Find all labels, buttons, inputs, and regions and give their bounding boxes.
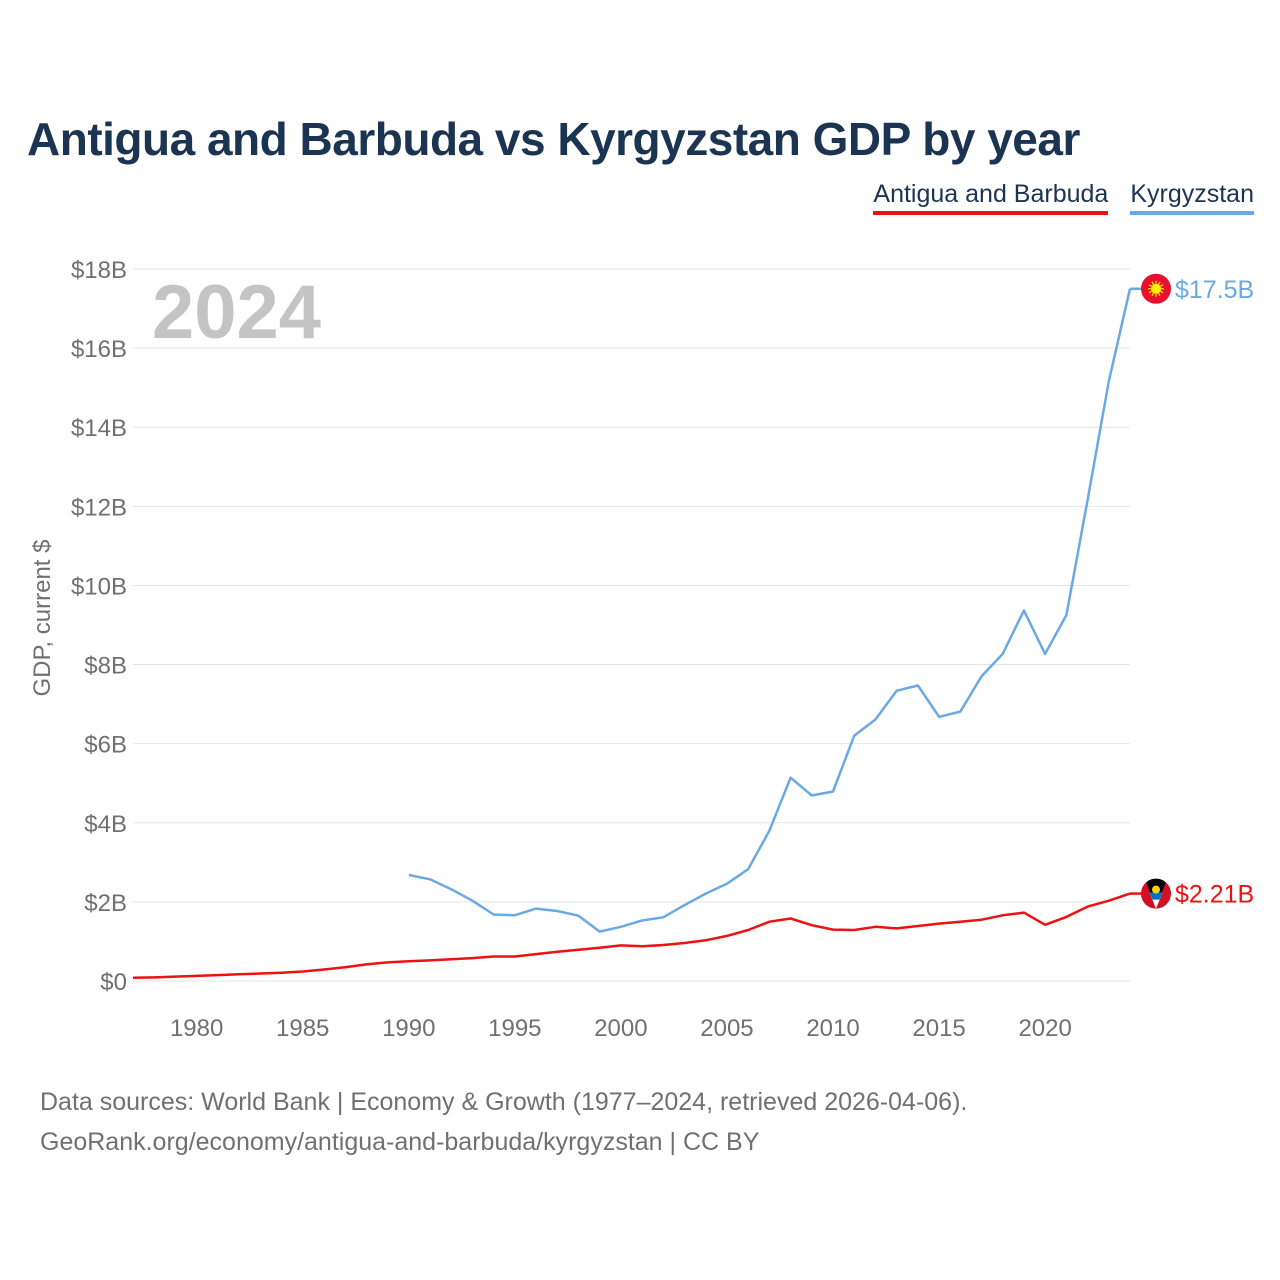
- y-tick-label: $12B: [71, 494, 127, 521]
- series-line-kyrgyzstan: [408, 288, 1132, 933]
- source-block: Data sources: World Bank | Economy & Gro…: [40, 1082, 967, 1162]
- series-lines: [132, 288, 1132, 980]
- legend-item-antigua[interactable]: Antigua and Barbuda: [873, 180, 1109, 215]
- year-watermark: 2024: [152, 270, 321, 355]
- x-tick-label: 2000: [594, 1015, 647, 1042]
- x-tick-label: 1995: [488, 1015, 541, 1042]
- series-line-antigua: [132, 892, 1131, 980]
- antigua-flag-icon: [1141, 878, 1171, 909]
- x-tick-label: 1980: [170, 1015, 223, 1042]
- x-tick-label: 1990: [382, 1015, 435, 1042]
- y-tick-label: $4B: [84, 811, 127, 838]
- y-tick-label: $14B: [71, 415, 127, 442]
- y-tick-label: $8B: [84, 653, 127, 680]
- end-value-label-kyrgyzstan: $17.5B: [1175, 276, 1254, 304]
- source-line: Data sources: World Bank | Economy & Gro…: [40, 1088, 968, 1116]
- y-tick-label: $16B: [71, 336, 127, 363]
- grid-lines: [133, 268, 1130, 982]
- source-link[interactable]: GeoRank.org/economy/antigua-and-barbuda/…: [40, 1128, 760, 1156]
- x-tick-label: 2010: [806, 1015, 859, 1042]
- legend: Antigua and Barbuda Kyrgyzstan: [873, 180, 1254, 215]
- y-tick-label: $18B: [71, 257, 127, 284]
- end-value-label-antigua: $2.21B: [1175, 881, 1254, 909]
- y-axis-label: GDP, current $: [29, 540, 56, 697]
- x-tick-label: 1985: [276, 1015, 329, 1042]
- x-tick-label: 2015: [912, 1015, 965, 1042]
- x-tick-label: 2020: [1018, 1015, 1071, 1042]
- legend-item-kyrgyzstan[interactable]: Kyrgyzstan: [1130, 180, 1254, 215]
- y-axis-ticks: $0 $2B $4B $6B $8B $10B $12B $14B $16B $18B: [71, 257, 127, 996]
- end-markers: $2.21B $17.5B: [1130, 273, 1254, 909]
- y-tick-label: $10B: [71, 573, 127, 600]
- y-tick-label: $0: [100, 969, 127, 996]
- x-axis-ticks: 1980 1985 1990 1995 2000 2005 2010 2015 2020: [170, 1015, 1072, 1042]
- kyrgyzstan-flag-icon: [1141, 273, 1171, 304]
- y-tick-label: $2B: [84, 890, 127, 917]
- y-tick-label: $6B: [84, 732, 127, 759]
- page-title: Antigua and Barbuda vs Kyrgyzstan GDP by…: [27, 113, 1080, 165]
- x-tick-label: 2005: [700, 1015, 753, 1042]
